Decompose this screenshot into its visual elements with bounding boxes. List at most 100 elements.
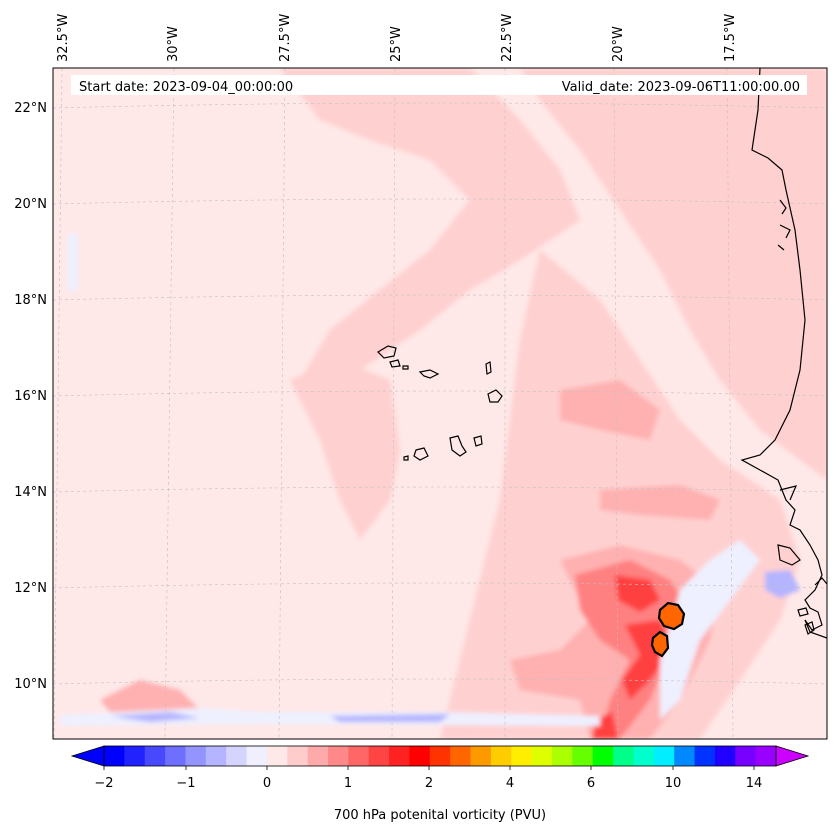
cb-tick-label-2: 2 [425, 776, 433, 791]
colorbar-swatch [694, 746, 716, 766]
pv-core-cyclone [650, 601, 686, 658]
colorbar-swatch [287, 746, 309, 766]
lon-label-30: 30°W [166, 26, 181, 62]
colorbar-swatch [755, 746, 777, 766]
grid-lon-25 [391, 68, 396, 739]
island-maio [473, 435, 483, 447]
longitude-labels: 32.5°W 30°W 27.5°W 25°W 22.5°W 20°W 17.5… [56, 14, 738, 62]
gridlines [53, 68, 827, 739]
island-sal [485, 361, 492, 375]
colorbar-swatch [450, 746, 472, 766]
coastline-bijagos [797, 607, 809, 617]
grid-lat-12 [53, 582, 827, 589]
grid-lon-17-5 [726, 68, 734, 739]
start-date-label: Start date: 2023-09-04_00:00:00 [79, 80, 293, 95]
lat-label-16: 16°N [14, 389, 47, 404]
colorbar-swatch [490, 746, 512, 766]
lat-label-20: 20°N [14, 197, 47, 212]
colorbar-swatches [104, 746, 777, 766]
island-fogo [413, 447, 429, 461]
colorbar-swatch [429, 746, 451, 766]
latitude-labels: 22°N 20°N 18°N 16°N 14°N 12°N 10°N [14, 101, 47, 692]
colorbar-swatch [165, 746, 186, 766]
colorbar-swatch [144, 746, 166, 766]
lat-label-22: 22°N [14, 101, 47, 116]
cb-tick-label-10: 10 [665, 776, 682, 791]
colorbar-swatch [104, 746, 125, 766]
island-sao-nicolau [418, 369, 440, 379]
lat-label-10: 10°N [14, 677, 47, 692]
island-boa-vista [487, 389, 503, 403]
grid-lon-20 [613, 68, 619, 739]
grid-lon-32-5 [53, 68, 63, 739]
colorbar-over-arrow [775, 745, 810, 767]
lon-label-27-5: 27.5°W [278, 14, 293, 62]
grid-lon-27-5 [278, 68, 286, 739]
colorbar-swatch [266, 746, 288, 766]
island-santa-luzia [402, 365, 409, 370]
pv-contour-medium-west [100, 680, 200, 715]
lon-label-22-5: 22.5°W [500, 14, 515, 62]
pv-contour-negative-strong [110, 712, 200, 722]
grid-lon-30 [164, 68, 175, 739]
pv-contour-negative-se [765, 570, 800, 598]
lon-label-32-5: 32.5°W [56, 14, 71, 62]
coastline-guinea [804, 621, 815, 635]
island-brava [403, 455, 409, 461]
cb-tick-label-0: 0 [263, 776, 271, 791]
colorbar-swatch [246, 746, 268, 766]
island-santiago [449, 435, 467, 457]
valid-date-label: Valid_date: 2023-09-06T11:00:00.00 [562, 80, 800, 95]
colorbar-swatch [348, 746, 370, 766]
island-santo-antao [377, 345, 397, 359]
colorbar-swatch [572, 746, 594, 766]
pv-contour-medium-3 [600, 485, 720, 520]
colorbar-swatch [653, 746, 675, 766]
pv-core-north [657, 601, 686, 631]
lon-label-20: 20°W [611, 26, 626, 62]
grid-lat-22 [53, 102, 827, 109]
coastline-senegal-river [779, 485, 798, 501]
colorbar-swatch [124, 746, 146, 766]
colorbar-swatch [511, 746, 533, 766]
pv-contour-negative-strong-2 [330, 714, 450, 722]
colorbar-swatch [409, 746, 431, 766]
island-sao-vicente [389, 359, 401, 368]
grid-lat-18 [53, 294, 827, 301]
coastline-africa-inlet [779, 199, 787, 215]
pv-contour-light-center [290, 360, 400, 540]
colorbar-swatch [735, 746, 757, 766]
colorbar-ticks [103, 766, 755, 770]
cb-tick-label-m1: −1 [176, 776, 195, 791]
cb-tick-label-1: 1 [344, 776, 352, 791]
coastline-africa-inlet-3 [777, 244, 785, 251]
colorbar-swatch [674, 746, 696, 766]
cb-tick-label-14: 14 [746, 776, 763, 791]
pv-contour-medium-1 [560, 380, 660, 440]
colorbar-label: 700 hPa potenital vorticity (PVU) [333, 808, 547, 823]
pv-contour-negative-west [68, 232, 78, 292]
colorbar-swatch [552, 746, 573, 766]
colorbar-under-arrow [70, 745, 105, 767]
grid-lat-10 [53, 678, 827, 685]
colorbar-swatch [368, 746, 390, 766]
grid-lat-20 [53, 198, 827, 205]
cb-tick-label-6: 6 [587, 776, 595, 791]
pv-contour-strong [575, 560, 690, 739]
grid-lat-16 [53, 390, 827, 397]
grid-lat-14 [53, 486, 827, 493]
lat-label-18: 18°N [14, 293, 47, 308]
cb-tick-label-m2: −2 [94, 776, 113, 791]
map-area: Start date: 2023-09-04_00:00:00 Valid_da… [53, 68, 827, 739]
colorbar: −2 −1 0 1 2 4 6 10 14 [70, 745, 810, 791]
pv-field-contours [60, 68, 827, 739]
colorbar-swatch [226, 746, 248, 766]
colorbar-swatch [389, 746, 410, 766]
lon-label-17-5: 17.5°W [723, 14, 738, 62]
colorbar-swatch [592, 746, 614, 766]
pv-core-south [650, 630, 670, 658]
lat-label-12: 12°N [14, 581, 47, 596]
colorbar-swatch [531, 746, 553, 766]
colorbar-swatch [714, 746, 736, 766]
